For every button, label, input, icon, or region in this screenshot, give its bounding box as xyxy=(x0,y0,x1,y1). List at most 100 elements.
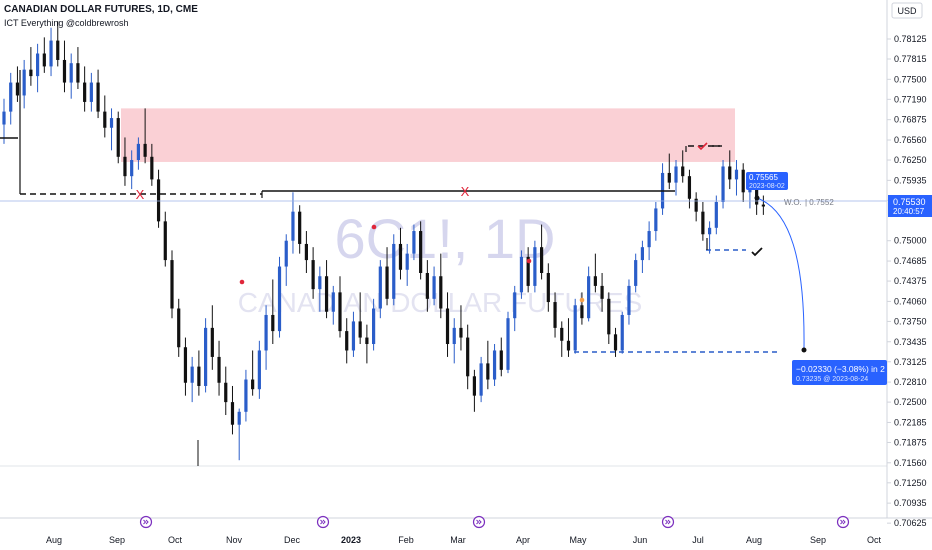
candle xyxy=(486,340,490,390)
countdown-label: 20:40:57 xyxy=(893,207,925,216)
candle xyxy=(244,369,248,422)
candle xyxy=(405,243,409,286)
high-marker-price: 0.75565 xyxy=(749,173,778,182)
candle xyxy=(156,169,161,228)
candle xyxy=(546,263,550,312)
price-tick-label: 0.77190 xyxy=(894,94,927,104)
candle xyxy=(15,66,20,102)
price-tick-label: 0.76875 xyxy=(894,115,927,125)
candle xyxy=(593,253,597,293)
event-icon[interactable] xyxy=(472,515,486,529)
candle xyxy=(566,318,571,357)
annotations: X X 0.75565 2023-08-02 W.O. | 0.7552 −0.… xyxy=(136,172,932,385)
signal-dot xyxy=(371,224,377,230)
time-tick-label: 2023 xyxy=(341,535,361,545)
candle xyxy=(714,195,718,235)
candle xyxy=(654,201,658,241)
candle xyxy=(291,192,295,254)
candle xyxy=(600,273,604,312)
price-tick-label: 0.73750 xyxy=(894,316,927,326)
candle xyxy=(526,247,530,293)
candle xyxy=(217,340,221,396)
event-icon[interactable] xyxy=(139,515,153,529)
signal-dot xyxy=(579,297,585,303)
high-marker-box xyxy=(746,172,788,190)
candle xyxy=(331,285,335,325)
candle xyxy=(540,224,544,280)
candle xyxy=(150,143,154,186)
wo-price: | 0.7552 xyxy=(805,198,834,207)
candle xyxy=(620,311,624,354)
candle xyxy=(210,305,214,370)
candle xyxy=(197,350,201,396)
price-tick-label: 0.75935 xyxy=(894,175,927,185)
candle xyxy=(365,324,369,364)
candle xyxy=(412,224,416,261)
time-tick-label: Dec xyxy=(284,535,301,545)
candle xyxy=(499,337,503,377)
time-tick-label: Jul xyxy=(692,535,704,545)
candle xyxy=(251,350,255,396)
candle xyxy=(392,234,396,306)
price-tick-label: 0.74685 xyxy=(894,256,927,266)
projection-text: −0.02330 (−3.08%) in 2 xyxy=(796,364,885,374)
candle xyxy=(721,160,725,209)
candle xyxy=(311,247,315,299)
cross-marker: X xyxy=(136,187,145,202)
projection-box xyxy=(792,360,887,385)
candle xyxy=(694,192,698,222)
candle xyxy=(660,163,665,215)
candle xyxy=(338,276,342,338)
candle xyxy=(9,72,13,125)
candle xyxy=(345,318,349,364)
candle xyxy=(224,366,228,416)
event-icons[interactable] xyxy=(139,515,850,529)
chart-title: CANADIAN DOLLAR FUTURES, 1D, CME xyxy=(4,4,198,15)
candle xyxy=(472,369,476,412)
indicator-label[interactable]: ICT Everything @coldbrewrosh xyxy=(4,18,129,28)
candle xyxy=(466,324,470,390)
event-icon[interactable] xyxy=(661,515,675,529)
price-tick-label: 0.70625 xyxy=(894,518,927,528)
candle xyxy=(56,21,60,67)
price-axis[interactable]: 0.78125 0.77815 0.77500 0.77190 0.76875 0.765… xyxy=(887,34,927,528)
candle xyxy=(123,137,127,186)
price-tick-label: 0.72500 xyxy=(894,397,927,407)
projection-subtext: 0.73235 @ 2023-08-24 xyxy=(796,376,868,383)
candle xyxy=(425,260,429,312)
price-tick-label: 0.70935 xyxy=(894,498,927,508)
candle xyxy=(49,27,53,77)
candle xyxy=(647,221,651,261)
time-axis[interactable]: Aug Sep Oct Nov Dec 2023 Feb Mar Apr May Jun Jul Aug… xyxy=(46,535,882,545)
candle xyxy=(277,256,282,338)
candle xyxy=(398,227,403,280)
signal-dot xyxy=(526,258,532,264)
price-tick-label: 0.74375 xyxy=(894,276,927,286)
price-tick-label: 0.72810 xyxy=(894,377,927,387)
price-tick-label: 0.75000 xyxy=(894,236,927,246)
time-tick-label: Jun xyxy=(633,535,648,545)
candle xyxy=(432,266,436,306)
watermark-symbol: 6C1!, 1D xyxy=(335,207,556,270)
candle xyxy=(170,250,174,319)
candle xyxy=(42,37,46,73)
price-tick-label: 0.77500 xyxy=(894,74,927,84)
time-tick-label: Nov xyxy=(226,535,243,545)
candle xyxy=(298,205,302,254)
candle xyxy=(96,69,100,119)
time-tick-label: Aug xyxy=(46,535,62,545)
price-tick-label: 0.71250 xyxy=(894,478,927,488)
currency-box[interactable] xyxy=(891,2,923,19)
event-icon[interactable] xyxy=(836,515,850,529)
candle xyxy=(708,221,712,254)
candle xyxy=(143,108,147,164)
candle xyxy=(284,234,288,286)
event-icon[interactable] xyxy=(316,515,330,529)
candle xyxy=(109,108,114,151)
price-tick-label: 0.71875 xyxy=(894,437,927,447)
current-price-box[interactable] xyxy=(888,195,932,217)
candle xyxy=(130,150,134,190)
time-tick-label: Oct xyxy=(168,535,183,545)
price-tick-label: 0.78125 xyxy=(894,34,927,44)
